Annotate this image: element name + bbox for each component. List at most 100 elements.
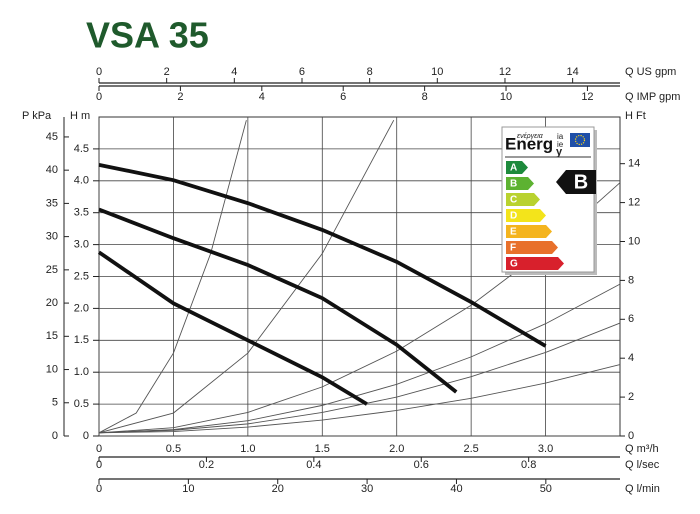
x-tick-label: 1.5 <box>315 443 330 455</box>
energy-language: ενέργεια <box>517 132 544 140</box>
energy-class-label: B <box>510 179 517 190</box>
axis-label: Q IMP gpm <box>625 91 680 103</box>
y-tick-label: 3.5 <box>74 207 89 219</box>
axis-tick-label: 15 <box>46 330 58 342</box>
y-axis-label: H m <box>70 110 90 122</box>
axis-label: Q l/sec <box>625 459 660 471</box>
axis-tick-label: 10 <box>431 66 443 78</box>
pump-curve <box>97 250 368 406</box>
energy-class-arrow <box>506 241 558 254</box>
axis-tick-label: 2 <box>164 66 170 78</box>
energy-class-label: C <box>510 195 517 206</box>
axis-tick-label: 35 <box>46 197 58 209</box>
y-tick-label: 0.5 <box>74 398 89 410</box>
energy-rating-arrow <box>556 170 596 194</box>
axis-tick-label: 6 <box>340 91 346 103</box>
x-axis-label: Q m³/h <box>625 443 659 455</box>
energy-class-arrow <box>506 193 540 206</box>
axis-tick-label: 20 <box>46 297 58 309</box>
axis-tick-label: 45 <box>46 131 58 143</box>
system-curve <box>98 322 621 434</box>
system-curve <box>98 283 621 434</box>
axis-tick-label: 0 <box>628 430 634 442</box>
energy-class-arrow <box>506 161 528 174</box>
axis-tick-label: 0 <box>96 459 102 471</box>
eu-flag <box>570 133 590 147</box>
axis-tick-label: 20 <box>272 483 284 495</box>
x-tick-label: 0.5 <box>166 443 181 455</box>
system-curve <box>98 119 395 434</box>
axis-tick-label: 30 <box>46 231 58 243</box>
y-tick-label: 4.0 <box>74 175 89 187</box>
energy-class-arrow <box>506 225 552 238</box>
energy-language: ie <box>557 140 564 149</box>
axis-tick-label: 40 <box>46 164 58 176</box>
energy-class-label: F <box>510 243 516 254</box>
energy-class-label: G <box>510 259 518 270</box>
axis-tick-label: 10 <box>628 235 640 247</box>
axis-tick-label: 4 <box>231 66 237 78</box>
axis-tick-label: 0.2 <box>199 459 214 471</box>
axis-tick-label: 40 <box>450 483 462 495</box>
axis-tick-label: 0.6 <box>414 459 429 471</box>
energy-class-label: D <box>510 211 517 222</box>
y-tick-label: 4.5 <box>74 143 89 155</box>
y-tick-label: 1.0 <box>74 366 89 378</box>
energy-class-label: E <box>510 227 517 238</box>
axis-label: Q l/min <box>625 483 660 495</box>
energy-class-arrow <box>506 209 546 222</box>
axis-tick-label: 10 <box>500 91 512 103</box>
axis-tick-label: 6 <box>628 313 634 325</box>
axis-tick-label: 0 <box>96 91 102 103</box>
axis-tick-label: 2 <box>628 391 634 403</box>
energy-rating: B <box>574 171 588 193</box>
axis-tick-label: 0.8 <box>521 459 536 471</box>
axis-tick-label: 4 <box>628 352 634 364</box>
system-curve <box>98 364 621 434</box>
y-tick-label: 0 <box>83 430 89 442</box>
axis-tick-label: 10 <box>46 363 58 375</box>
axis-label: Q US gpm <box>625 66 676 78</box>
axis-tick-label: 12 <box>628 196 640 208</box>
axis-tick-label: 4 <box>259 91 265 103</box>
pump-curve <box>98 207 458 394</box>
axis-tick-label: 12 <box>499 66 511 78</box>
x-tick-label: 2.0 <box>389 443 404 455</box>
energy-language: ia <box>557 132 564 141</box>
y-tick-label: 1.5 <box>74 334 89 346</box>
axis-tick-label: 0 <box>96 66 102 78</box>
energy-word-end: y <box>556 146 563 158</box>
axis-tick-label: 12 <box>581 91 593 103</box>
y-tick-label: 2.0 <box>74 302 89 314</box>
x-tick-label: 2.5 <box>463 443 478 455</box>
energy-class-arrow <box>506 257 564 270</box>
axis-tick-label: 14 <box>567 66 579 78</box>
energy-class-label: A <box>510 163 517 174</box>
axis-tick-label: 0.4 <box>306 459 321 471</box>
x-tick-label: 3.0 <box>538 443 553 455</box>
y-tick-label: 2.5 <box>74 270 89 282</box>
axis-tick-label: 25 <box>46 264 58 276</box>
axis-tick-label: 8 <box>367 66 373 78</box>
axis-tick-label: 8 <box>422 91 428 103</box>
pump-curve <box>98 162 547 348</box>
x-tick-label: 0 <box>96 443 102 455</box>
axis-label: P kPa <box>22 110 52 122</box>
energy-class-arrow <box>506 177 534 190</box>
axis-tick-label: 50 <box>540 483 552 495</box>
axis-tick-label: 0 <box>52 430 58 442</box>
axis-tick-label: 2 <box>177 91 183 103</box>
energy-word: Energ <box>505 134 553 153</box>
y-tick-label: 3.0 <box>74 239 89 251</box>
axis-tick-label: 0 <box>96 483 102 495</box>
axis-tick-label: 6 <box>299 66 305 78</box>
axis-tick-label: 10 <box>182 483 194 495</box>
axis-tick-label: 14 <box>628 158 640 170</box>
eu-stars <box>574 134 586 146</box>
axis-label: H Ft <box>625 110 646 122</box>
chart-title: VSA 35 <box>86 15 209 56</box>
axis-tick-label: 30 <box>361 483 373 495</box>
